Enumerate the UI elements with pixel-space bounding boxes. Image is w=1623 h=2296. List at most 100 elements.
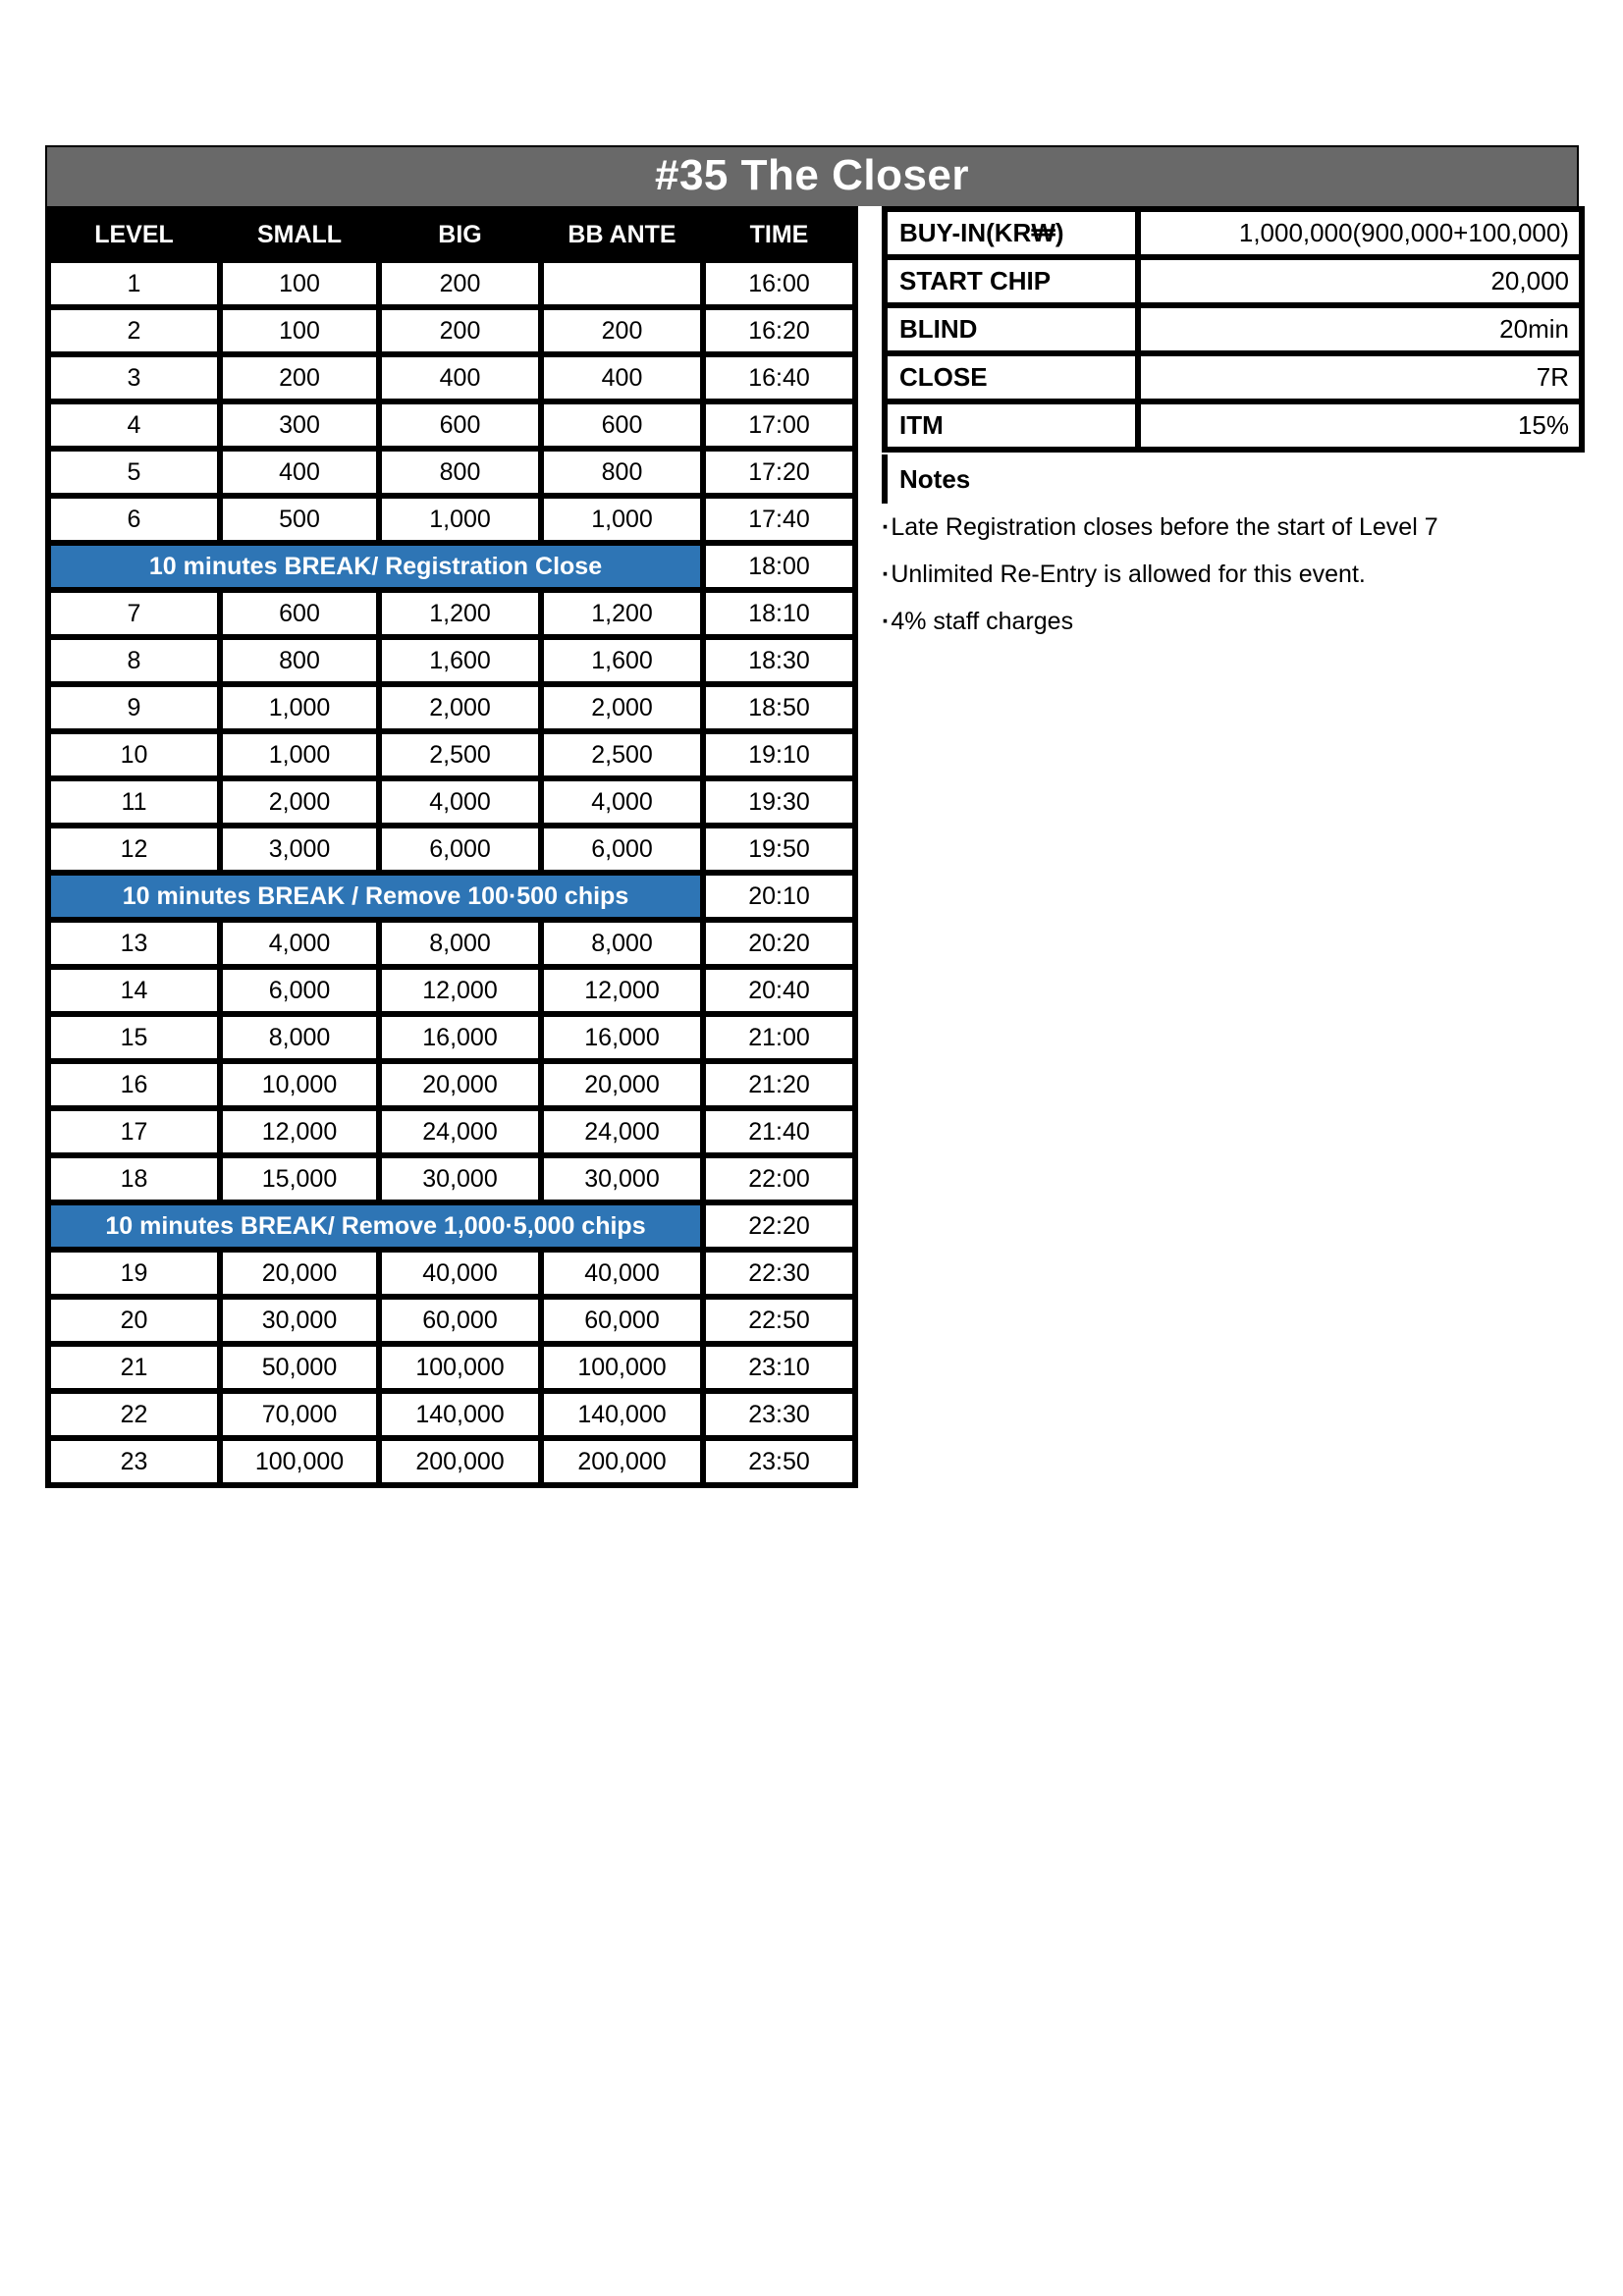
info-table-body: BUY-IN(KR₩) 1,000,000(900,000+100,000) S… — [882, 206, 1585, 453]
note-bullet: · — [882, 513, 891, 541]
info-row: START CHIP 20,000 — [882, 254, 1585, 308]
small-cell: 70,000 — [217, 1388, 382, 1441]
table-row: 2 100 200 200 16:20 — [45, 304, 858, 357]
big-cell: 2,500 — [376, 728, 544, 781]
table-row: 10 1,000 2,500 2,500 19:10 — [45, 728, 858, 781]
big-cell: 200 — [376, 257, 544, 310]
table-row: 18 15,000 30,000 30,000 22:00 — [45, 1152, 858, 1205]
small-cell: 15,000 — [217, 1152, 382, 1205]
info-label: START CHIP — [882, 254, 1141, 308]
time-cell: 21:20 — [700, 1058, 858, 1111]
table-row: 1 100 200 16:00 — [45, 257, 858, 310]
right-panel: BUY-IN(KR₩) 1,000,000(900,000+100,000) S… — [882, 206, 1585, 645]
level-cell: 6 — [45, 493, 223, 546]
level-cell: 2 — [45, 304, 223, 357]
break-label-cell: 10 minutes BREAK / Remove 100·500 chips — [45, 870, 706, 923]
note-text: 4% staff charges — [891, 608, 1074, 635]
table-row: 19 20,000 40,000 40,000 22:30 — [45, 1247, 858, 1300]
big-cell: 200 — [376, 304, 544, 357]
bb-ante-cell: 16,000 — [538, 1011, 706, 1064]
big-cell: 1,200 — [376, 587, 544, 640]
info-value: 1,000,000(900,000+100,000) — [1135, 206, 1585, 260]
time-cell: 17:40 — [700, 493, 858, 546]
blinds-table: LEVEL SMALL BIG BB ANTE TIME 1 100 200 16:00… — [45, 206, 858, 1488]
time-cell: 20:20 — [700, 917, 858, 970]
break-row: 10 minutes BREAK/ Registration Close 18:… — [45, 540, 858, 593]
time-cell: 22:30 — [700, 1247, 858, 1300]
big-cell: 8,000 — [376, 917, 544, 970]
level-cell: 12 — [45, 823, 223, 876]
time-cell: 18:10 — [700, 587, 858, 640]
table-row: 7 600 1,200 1,200 18:10 — [45, 587, 858, 640]
column-header-big: BIG — [376, 206, 544, 263]
big-cell: 16,000 — [376, 1011, 544, 1064]
small-cell: 100 — [217, 257, 382, 310]
big-cell: 60,000 — [376, 1294, 544, 1347]
time-cell: 18:00 — [700, 540, 858, 593]
time-cell: 22:20 — [700, 1200, 858, 1253]
bb-ante-cell: 6,000 — [538, 823, 706, 876]
table-row: 5 400 800 800 17:20 — [45, 446, 858, 499]
table-row: 13 4,000 8,000 8,000 20:20 — [45, 917, 858, 970]
time-cell: 16:40 — [700, 351, 858, 404]
info-row: CLOSE 7R — [882, 350, 1585, 404]
info-label: BLIND — [882, 302, 1141, 356]
level-cell: 9 — [45, 681, 223, 734]
table-row: 8 800 1,600 1,600 18:30 — [45, 634, 858, 687]
bb-ante-cell: 2,500 — [538, 728, 706, 781]
break-label-cell: 10 minutes BREAK/ Registration Close — [45, 540, 706, 593]
table-row: 23 100,000 200,000 200,000 23:50 — [45, 1435, 858, 1488]
small-cell: 500 — [217, 493, 382, 546]
note-bullet: · — [882, 561, 891, 588]
info-value: 15% — [1135, 399, 1585, 453]
big-cell: 4,000 — [376, 775, 544, 828]
big-cell: 20,000 — [376, 1058, 544, 1111]
time-cell: 23:50 — [700, 1435, 858, 1488]
small-cell: 1,000 — [217, 681, 382, 734]
notes-title: Notes — [882, 454, 1585, 504]
time-cell: 22:00 — [700, 1152, 858, 1205]
note-bullet: · — [882, 608, 891, 635]
big-cell: 24,000 — [376, 1105, 544, 1158]
table-row: 21 50,000 100,000 100,000 23:10 — [45, 1341, 858, 1394]
time-cell: 16:00 — [700, 257, 858, 310]
small-cell: 100 — [217, 304, 382, 357]
level-cell: 4 — [45, 399, 223, 452]
time-cell: 16:20 — [700, 304, 858, 357]
bb-ante-cell: 1,000 — [538, 493, 706, 546]
table-row: 15 8,000 16,000 16,000 21:00 — [45, 1011, 858, 1064]
small-cell: 8,000 — [217, 1011, 382, 1064]
table-row: 6 500 1,000 1,000 17:40 — [45, 493, 858, 546]
level-cell: 17 — [45, 1105, 223, 1158]
level-cell: 16 — [45, 1058, 223, 1111]
level-cell: 14 — [45, 964, 223, 1017]
big-cell: 200,000 — [376, 1435, 544, 1488]
small-cell: 800 — [217, 634, 382, 687]
info-row: ITM 15% — [882, 399, 1585, 453]
table-row: 14 6,000 12,000 12,000 20:40 — [45, 964, 858, 1017]
big-cell: 1,600 — [376, 634, 544, 687]
small-cell: 10,000 — [217, 1058, 382, 1111]
level-cell: 20 — [45, 1294, 223, 1347]
big-cell: 40,000 — [376, 1247, 544, 1300]
small-cell: 6,000 — [217, 964, 382, 1017]
level-cell: 15 — [45, 1011, 223, 1064]
big-cell: 140,000 — [376, 1388, 544, 1441]
break-row: 10 minutes BREAK/ Remove 1,000·5,000 chi… — [45, 1200, 858, 1253]
break-label-cell: 10 minutes BREAK/ Remove 1,000·5,000 chi… — [45, 1200, 706, 1253]
table-row: 3 200 400 400 16:40 — [45, 351, 858, 404]
big-cell: 800 — [376, 446, 544, 499]
note-text: Unlimited Re-Entry is allowed for this e… — [891, 561, 1366, 588]
table-row: 20 30,000 60,000 60,000 22:50 — [45, 1294, 858, 1347]
blinds-table-body: 1 100 200 16:00 2 100 200 200 16:20 3 20… — [45, 257, 858, 1488]
info-value: 7R — [1135, 350, 1585, 404]
time-cell: 21:40 — [700, 1105, 858, 1158]
small-cell: 200 — [217, 351, 382, 404]
bb-ante-cell: 12,000 — [538, 964, 706, 1017]
time-cell: 19:50 — [700, 823, 858, 876]
time-cell: 19:10 — [700, 728, 858, 781]
bb-ante-cell: 140,000 — [538, 1388, 706, 1441]
bb-ante-cell: 40,000 — [538, 1247, 706, 1300]
level-cell: 7 — [45, 587, 223, 640]
column-header-small: SMALL — [217, 206, 382, 263]
